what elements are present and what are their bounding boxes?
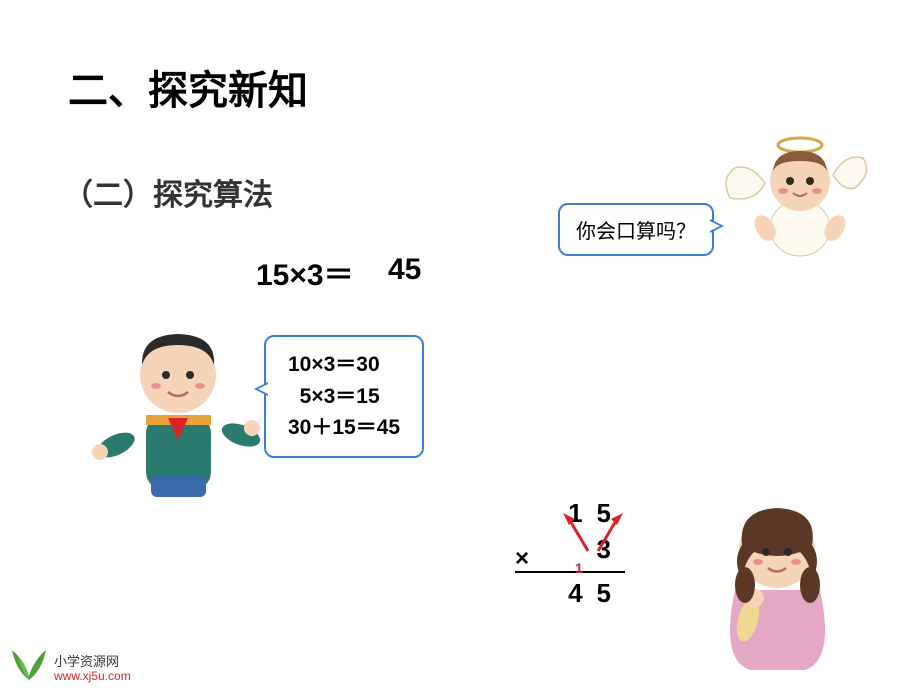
- angel-speech-bubble: 你会口算吗？: [558, 203, 714, 256]
- times-sign: ×: [515, 545, 529, 573]
- boy-line2: 5×3＝15: [288, 381, 400, 413]
- equation-result: 45: [388, 253, 421, 287]
- main-title: 二、探究新知: [68, 58, 308, 116]
- vertical-multiplication: 15 × 1 3 45: [555, 495, 625, 611]
- angel-character: [715, 133, 875, 268]
- division-line: [515, 571, 625, 573]
- logo-leaf-icon: [8, 642, 50, 684]
- angel-text: 你会口算吗？: [576, 221, 696, 243]
- sub-title: （二）探究算法: [63, 170, 273, 214]
- girl-character: [700, 490, 855, 680]
- vrow-3: 45: [555, 575, 625, 611]
- boy-speech-bubble: 10×3＝30 5×3＝15 30＋15＝45: [264, 335, 424, 458]
- logo-en: www.xj5u.com: [54, 670, 131, 684]
- red-arrow-left: [563, 513, 593, 553]
- red-arrow-right: [593, 513, 623, 553]
- carry-digit: 1: [575, 560, 583, 576]
- d5: 5: [597, 578, 625, 609]
- logo-cn: 小学资源网: [54, 655, 131, 670]
- boy-character: [86, 320, 261, 500]
- boy-line3: 30＋15＝45: [288, 412, 400, 444]
- boy-line1: 10×3＝30: [288, 349, 400, 381]
- site-logo: 小学资源网 www.xj5u.com: [8, 642, 131, 684]
- main-equation: 15×3＝: [256, 250, 354, 294]
- logo-text: 小学资源网 www.xj5u.com: [54, 655, 131, 684]
- d4: 4: [568, 578, 596, 609]
